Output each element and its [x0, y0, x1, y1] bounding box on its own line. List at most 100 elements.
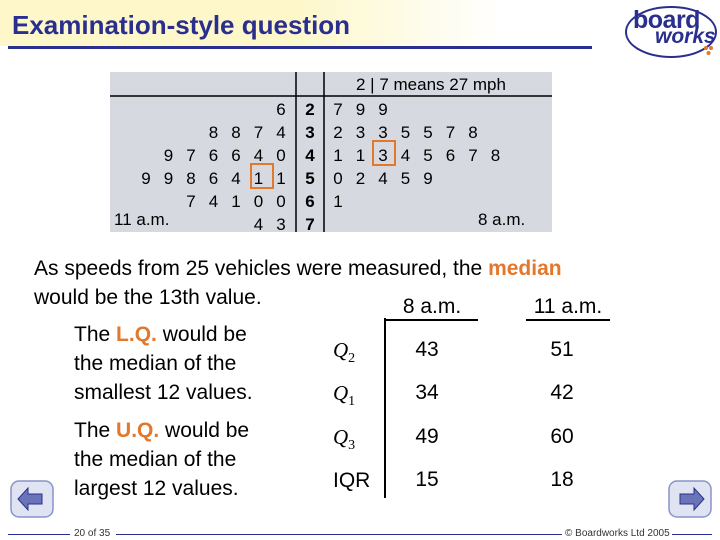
copyright: © Boardworks Ltd 2005 — [565, 528, 670, 539]
leaf-8am: 7 — [468, 146, 478, 165]
lq-line-3: smallest 12 values. — [74, 381, 253, 404]
leaf-8am: 1 — [355, 146, 366, 165]
leaf-8am: 7 — [445, 123, 456, 142]
page-number: 20 of 35 — [74, 528, 111, 539]
leaf-11am: 7 — [253, 123, 264, 142]
leaf-11am: 7 — [186, 192, 196, 211]
footer-divider — [116, 534, 562, 535]
leaf-11am: 4 — [253, 215, 264, 234]
leaf-8am: 8 — [468, 123, 478, 142]
leaf-11am: 0 — [253, 192, 264, 211]
leaf-8am: 7 — [333, 100, 343, 119]
leaf-8am: 5 — [423, 146, 433, 165]
leaf-8am: 5 — [400, 123, 411, 142]
leaf-11am: 6 — [276, 100, 286, 119]
q2-8am: 43 — [415, 338, 439, 361]
leaf-11am: 4 — [231, 169, 241, 188]
q1-11am: 42 — [550, 381, 574, 404]
leaf-8am: 3 — [378, 146, 388, 165]
lq-line-1: The L.Q. would be — [74, 320, 247, 349]
leaf-8am: 5 — [423, 123, 433, 142]
leaf-11am: 6 — [208, 146, 219, 165]
leaf-11am: 8 — [186, 169, 196, 188]
leaf-8am: 6 — [445, 146, 456, 165]
page-title: Examination-style question — [12, 10, 351, 40]
leaf-11am: 3 — [276, 215, 286, 234]
leaf-8am: 3 — [355, 123, 366, 142]
row-q1-label: Q1 — [333, 381, 355, 410]
leaf-11am: 0 — [276, 146, 286, 165]
leaf-11am: 7 — [186, 146, 196, 165]
leaf-11am: 8 — [208, 123, 219, 142]
uq-text-2: would be — [165, 419, 250, 442]
leaf-8am: 5 — [400, 169, 411, 188]
q3-sub: 3 — [348, 438, 356, 454]
intro-text: As speeds from 25 vehicles were measured… — [34, 257, 483, 280]
leaf-11am: 9 — [163, 169, 174, 188]
stem-2: 2 — [305, 100, 315, 119]
leaf-11am: 1 — [231, 192, 241, 211]
lq-text-2: would be — [162, 323, 247, 346]
leaf-11am: 4 — [276, 123, 286, 142]
q1-sub: 1 — [348, 394, 356, 410]
leaf-8am: 3 — [378, 123, 388, 142]
stem-leaf-lines — [110, 72, 552, 232]
lq-term: L.Q. — [116, 323, 157, 346]
q2-sub: 2 — [348, 351, 356, 367]
q2-letter: Q — [333, 338, 349, 362]
stem-7: 7 — [305, 215, 315, 234]
uq-term: U.Q. — [116, 419, 160, 442]
intro-line-1: As speeds from 25 vehicles were measured… — [34, 254, 562, 283]
leaf-8am: 4 — [378, 169, 388, 188]
uq-line-2: the median of the — [74, 448, 237, 471]
iqr-8am: 15 — [415, 468, 439, 491]
stem-5: 5 — [305, 169, 315, 188]
row-q2-label: Q2 — [333, 338, 355, 367]
leaf-11am: 6 — [208, 169, 219, 188]
highlight-8am-median — [372, 140, 396, 166]
q1-letter: Q — [333, 381, 349, 405]
leaf-8am: 1 — [333, 146, 343, 165]
footer-divider-left — [8, 534, 70, 535]
row-q3-label: Q3 — [333, 425, 355, 454]
q2-11am: 51 — [550, 338, 574, 361]
header-bar — [0, 0, 720, 46]
leaf-11am: 6 — [231, 146, 241, 165]
leaf-11am: 0 — [276, 192, 286, 211]
lq-text: The — [74, 323, 111, 346]
leaf-11am: 1 — [253, 169, 264, 188]
row-iqr-label: IQR — [333, 469, 371, 492]
q3-8am: 49 — [415, 425, 439, 448]
header-divider — [8, 46, 592, 49]
boardworks-logo — [625, 6, 717, 58]
table-header-11am: 11 a.m. — [526, 295, 610, 321]
leaf-11am: 1 — [276, 169, 286, 188]
leaf-8am: 0 — [333, 169, 343, 188]
label-8am: 8 a.m. — [478, 210, 526, 229]
leaf-8am: 8 — [490, 146, 501, 165]
logo-text-works: works — [655, 25, 716, 48]
q3-11am: 60 — [550, 425, 574, 448]
leaf-11am: 8 — [231, 123, 241, 142]
leaf-11am: 9 — [141, 169, 151, 188]
uq-line-1: The U.Q. would be — [74, 416, 249, 445]
q1-8am: 34 — [415, 381, 439, 404]
previous-slide-button[interactable] — [10, 480, 54, 518]
stem-leaf-key: 2 | 7 means 27 mph — [356, 75, 506, 94]
leaf-8am: 9 — [355, 100, 366, 119]
leaf-11am: 4 — [208, 192, 219, 211]
footer-divider-right — [672, 534, 712, 535]
leaf-11am: 4 — [253, 146, 264, 165]
next-slide-button[interactable] — [668, 480, 712, 518]
median-term: median — [488, 257, 562, 280]
leaf-8am: 1 — [333, 192, 343, 211]
stem-6: 6 — [305, 192, 315, 211]
highlight-11am-median — [250, 163, 274, 189]
intro-line-2: would be the 13th value. — [34, 286, 262, 309]
leaf-11am: 9 — [163, 146, 174, 165]
lq-line-2: the median of the — [74, 352, 237, 375]
iqr-11am: 18 — [550, 468, 574, 491]
uq-line-3: largest 12 values. — [74, 477, 239, 500]
logo-text-board: board — [633, 6, 700, 34]
leaf-8am: 9 — [378, 100, 388, 119]
